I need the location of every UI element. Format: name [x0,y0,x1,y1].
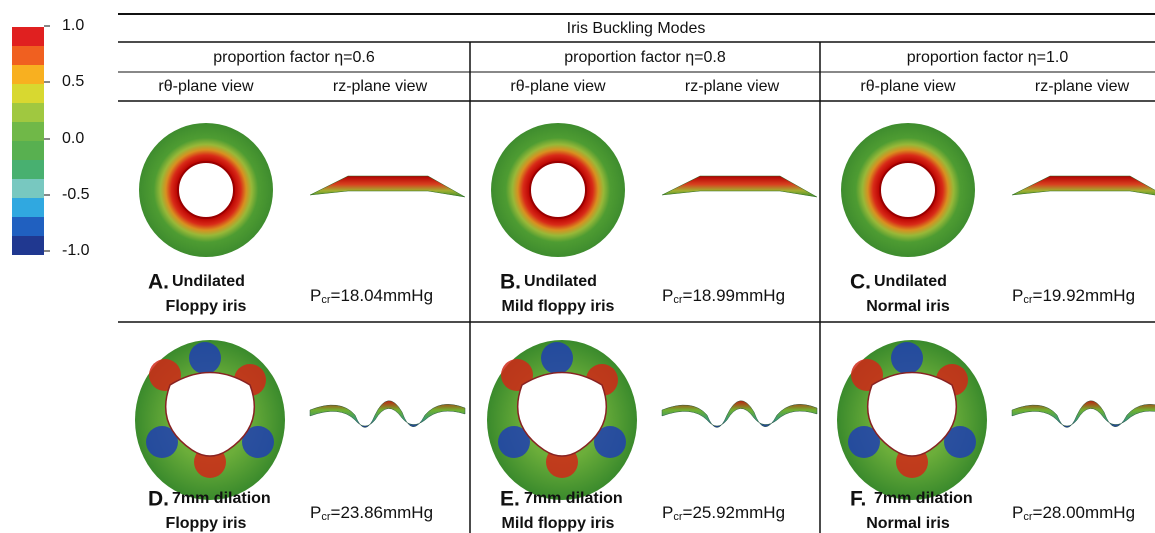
iris-rz [310,401,465,428]
panel-letter: D. [148,488,169,511]
pressure-symbol: P [662,286,673,305]
panel-label: Normal iris [866,298,950,315]
colorbar [12,27,44,255]
colorbar-label: -0.5 [62,186,90,203]
panel: C.Undilated Normal iris Pcr=19.92mmHg [841,123,1155,315]
colorbar-label: -1.0 [62,242,90,259]
figure: Iris Buckling Modes 1.0 0.5 0.0 -0.5 -1.0 pro… [0,0,1155,533]
pressure-symbol: P [1012,286,1023,305]
colorbar-label: 1.0 [62,17,84,34]
view-header: rθ-plane view [860,78,956,95]
group-header: proportion factor η=1.0 [907,49,1069,66]
iris-rz [310,176,465,197]
mode-lobe [891,342,923,374]
pressure: Pcr=18.99mmHg [662,286,785,305]
group-header: proportion factor η=0.6 [213,49,375,66]
mode-lobe [541,342,573,374]
panel-letter: F. [850,488,866,511]
mode-lobe [189,342,221,374]
pressure-symbol: P [310,286,321,305]
panel-label: Mild floppy iris [502,515,615,532]
pressure-value: =18.99mmHg [683,286,786,305]
pressure-symbol: P [1012,503,1023,522]
pressure: Pcr=18.04mmHg [310,286,433,305]
view-header: rθ-plane view [158,78,254,95]
panel-label: Normal iris [866,515,950,532]
panel: D.7mm dilation Floppy iris Pcr=23.86mmHg [135,340,465,532]
iris-rz [1012,401,1155,428]
panel-label: Mild floppy iris [502,298,615,315]
pressure: Pcr=25.92mmHg [662,503,785,522]
pressure-subscript: cr [1023,511,1033,523]
view-header: rz-plane view [1035,78,1130,95]
panel-letter: B. [500,271,521,294]
panel-letter: C. [850,271,871,294]
panel-letter: A. [148,271,169,294]
pressure-subscript: cr [321,511,331,523]
pressure-value: =19.92mmHg [1033,286,1136,305]
view-header: rz-plane view [685,78,780,95]
panel-label: 7mm dilation [874,490,973,507]
group-header: proportion factor η=0.8 [564,49,726,66]
pressure: Pcr=28.00mmHg [1012,503,1135,522]
pressure-symbol: P [310,503,321,522]
panel-label: Floppy iris [166,298,247,315]
pupil [178,162,234,218]
panel-label: Floppy iris [166,515,247,532]
pupil [880,162,936,218]
pressure-subscript: cr [673,511,683,523]
iris-rz [1012,176,1155,197]
view-header: rz-plane view [333,78,428,95]
pressure-value: =28.00mmHg [1033,503,1136,522]
panel: F. 7mm dilation Normal iris Pcr=28.00mmHg [837,340,1155,532]
pressure-value: =23.86mmHg [331,503,434,522]
panel-letter: E. [500,488,520,511]
panel-label: Undilated [172,273,245,290]
panel: A.Undilated Floppy iris Pcr=18.04mmHg [139,123,465,315]
pressure-subscript: cr [1023,294,1033,306]
panel-label: Undilated [524,273,597,290]
pressure-value: =25.92mmHg [683,503,786,522]
panel-label: Undilated [874,273,947,290]
pressure-subscript: cr [673,294,683,306]
pressure: Pcr=23.86mmHg [310,503,433,522]
view-header: rθ-plane view [510,78,606,95]
table-title: Iris Buckling Modes [567,20,706,37]
iris-rz [662,401,817,428]
pressure-symbol: P [662,503,673,522]
panel-label: 7mm dilation [524,490,623,507]
panel-label: 7mm dilation [172,490,271,507]
colorbar-label: 0.5 [62,73,84,90]
pupil [530,162,586,218]
pressure-subscript: cr [321,294,331,306]
pressure-value: =18.04mmHg [331,286,434,305]
iris-rz [662,176,817,197]
colorbar-label: 0.0 [62,130,84,147]
panel: E.7mm dilation Mild floppy iris Pcr=25.92m… [487,340,817,532]
panel: B.Undilated Mild floppy iris Pcr=18.99mmHg [491,123,817,315]
pressure: Pcr=19.92mmHg [1012,286,1135,305]
